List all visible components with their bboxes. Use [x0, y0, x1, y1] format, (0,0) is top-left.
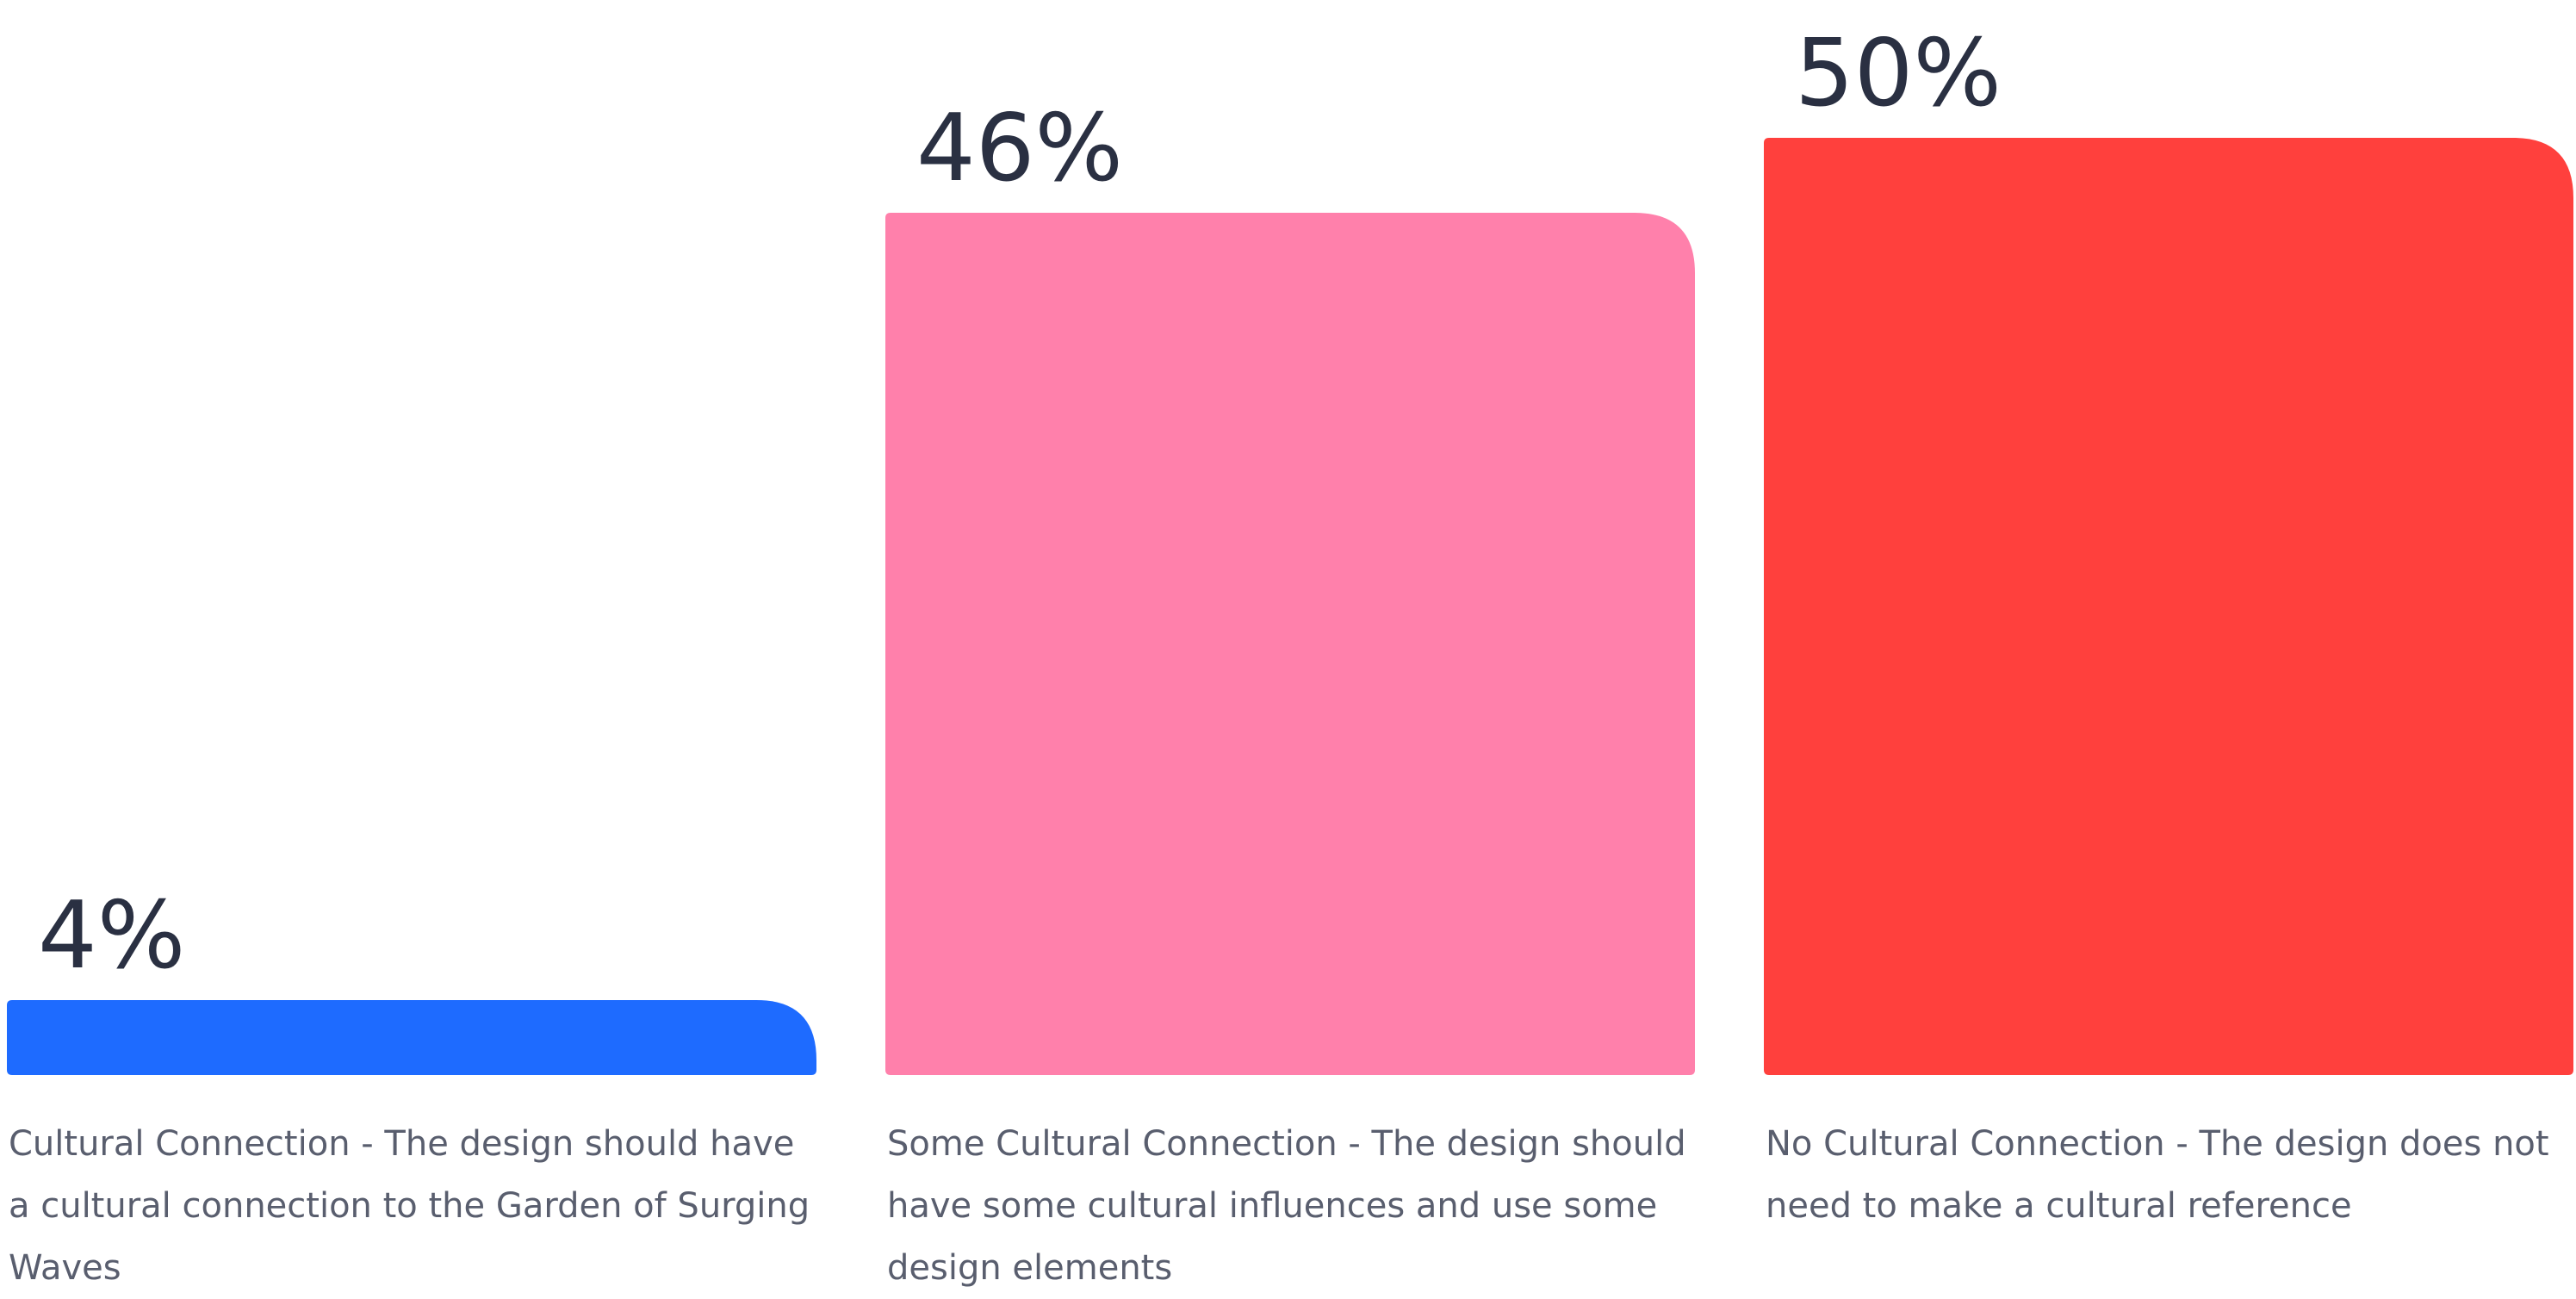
bar-3: [1764, 138, 2573, 1075]
value-label-3: 50%: [1795, 20, 2002, 127]
value-label-2: 46%: [916, 95, 1123, 202]
value-label-1: 4%: [38, 882, 185, 990]
category-label-1: Cultural Connection - The design should …: [9, 1124, 810, 1288]
bar-2: [885, 213, 1695, 1076]
category-label-2: Some Cultural Connection - The design sh…: [887, 1124, 1686, 1288]
bar-1: [7, 999, 816, 1075]
category-label-3: No Cultural Connection - The design does…: [1766, 1124, 2549, 1226]
